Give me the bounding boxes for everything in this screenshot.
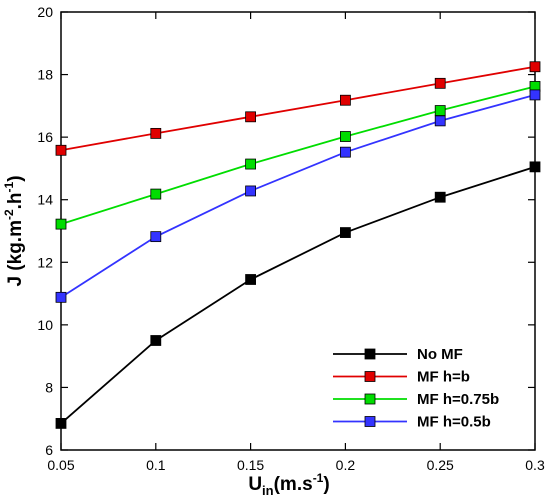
x-tick-label: 0.15 bbox=[237, 457, 264, 473]
x-axis-title-main: U bbox=[248, 474, 262, 495]
data-point bbox=[150, 231, 162, 243]
y-tick-label: 20 bbox=[37, 4, 53, 20]
y-axis-title-exp1: -2 bbox=[2, 209, 16, 220]
series-points bbox=[55, 61, 541, 429]
y-axis-title-close: ) bbox=[5, 175, 26, 181]
data-point bbox=[434, 77, 446, 89]
data-point bbox=[434, 191, 446, 203]
x-axis-title-unit: (m.s bbox=[274, 474, 313, 495]
y-tick-label: 8 bbox=[45, 379, 53, 395]
y-tick-label: 16 bbox=[37, 129, 53, 145]
y-tick-label: 6 bbox=[45, 442, 53, 458]
data-point bbox=[529, 61, 541, 73]
x-tick-label: 0.25 bbox=[427, 457, 454, 473]
legend-label: MF h=0.5b bbox=[417, 414, 491, 431]
series-lines bbox=[60, 65, 536, 425]
data-point bbox=[55, 218, 67, 230]
y-axis-title-mid: .h bbox=[5, 192, 26, 209]
x-tick-label: 0.2 bbox=[336, 457, 356, 473]
y-axis-title: J (kg.m-2.h-1) bbox=[2, 175, 26, 286]
data-point bbox=[245, 185, 257, 197]
data-point bbox=[55, 291, 67, 303]
x-axis-title: Uin(m.s-1) bbox=[248, 471, 329, 498]
x-axis-title-close: ) bbox=[323, 474, 329, 495]
data-point bbox=[55, 144, 67, 156]
legend-marker bbox=[364, 393, 376, 405]
y-tick-label: 10 bbox=[37, 317, 53, 333]
x-axis-title-sub: in bbox=[262, 483, 274, 498]
data-point bbox=[434, 115, 446, 127]
series-line bbox=[60, 166, 536, 425]
legend-label: No MF bbox=[417, 346, 463, 363]
legend-label: MF h=0.75b bbox=[417, 391, 499, 408]
x-tick-label: 0.3 bbox=[525, 457, 545, 473]
x-tick-label: 0.05 bbox=[47, 457, 74, 473]
x-axis-title-exp: -1 bbox=[313, 471, 324, 485]
legend: No MF MF h=b MF h=0.75b MF h=0.5b bbox=[333, 346, 499, 431]
y-tick-label: 14 bbox=[37, 192, 53, 208]
series-line bbox=[60, 94, 536, 299]
y-axis-title-main: J (kg.m bbox=[5, 220, 26, 287]
data-point bbox=[529, 89, 541, 101]
data-point bbox=[55, 418, 67, 429]
data-point bbox=[150, 188, 162, 200]
legend-marker bbox=[364, 371, 376, 382]
data-point bbox=[339, 131, 351, 142]
series-line bbox=[60, 85, 536, 225]
data-point bbox=[339, 146, 351, 158]
y-tick-label: 18 bbox=[37, 67, 53, 83]
data-point bbox=[339, 227, 351, 238]
data-point bbox=[245, 274, 257, 285]
data-point bbox=[245, 111, 257, 123]
data-point bbox=[150, 335, 162, 346]
data-point bbox=[339, 94, 351, 106]
plot-frame bbox=[60, 11, 536, 451]
legend-marker bbox=[364, 348, 376, 360]
data-point bbox=[529, 161, 541, 173]
data-point bbox=[434, 105, 446, 116]
series-line bbox=[60, 65, 536, 152]
legend-marker bbox=[364, 416, 376, 427]
data-point bbox=[150, 127, 162, 139]
axis-ticks: 0.05 0.1 0.15 0.2 0.25 0.3 6 8 10 12 14 16 18 20 bbox=[37, 4, 545, 473]
y-tick-label: 12 bbox=[37, 254, 53, 270]
x-tick-label: 0.1 bbox=[146, 457, 166, 473]
data-point bbox=[245, 158, 257, 170]
legend-label: MF h=b bbox=[417, 369, 470, 386]
y-axis-title-exp2: -1 bbox=[2, 181, 16, 192]
